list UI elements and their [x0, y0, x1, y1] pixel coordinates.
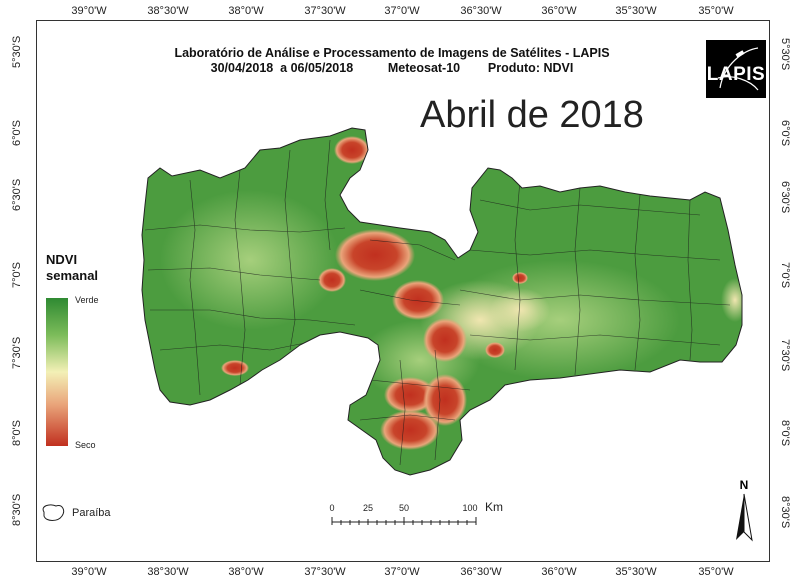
logo-text: LAPIS — [706, 64, 766, 85]
map-title-line2: 30/04/2018 a 06/05/2018 Meteosat-10 Prod… — [210, 61, 574, 75]
lon-tick: 36°0'W — [541, 566, 577, 578]
legend-title-line2: semanal — [46, 268, 99, 283]
scale-bar — [331, 517, 477, 525]
map-title-line1: Laboratório de Análise e Processamento d… — [174, 46, 610, 60]
lon-tick: 38°30'W — [147, 566, 189, 578]
lapis-logo: LAPIS — [706, 40, 766, 98]
lon-tick: 38°0'W — [228, 5, 264, 17]
month-label: Abril de 2018 — [420, 94, 644, 136]
lon-tick: 39°0'W — [71, 5, 107, 17]
lon-tick: 39°0'W — [71, 566, 107, 578]
north-label: N — [739, 478, 749, 492]
lon-tick: 38°0'W — [228, 566, 264, 578]
scale-tick-label: 25 — [362, 503, 374, 513]
legend-high-label: Verde — [75, 295, 99, 305]
inset-label: Paraíba — [72, 507, 111, 519]
north-arrow: N — [733, 478, 755, 549]
lon-tick: 37°0'W — [384, 5, 420, 17]
north-arrow-icon — [736, 493, 753, 542]
paraiba-symbol-icon — [42, 504, 65, 521]
lon-tick: 38°30'W — [147, 5, 189, 17]
lon-tick: 36°30'W — [460, 5, 502, 17]
scale-tick-label: 0 — [329, 503, 335, 513]
ndvi-raster — [142, 128, 742, 475]
lon-tick: 35°0'W — [698, 5, 734, 17]
scale-tick-label: 100 — [462, 503, 478, 513]
scale-tick-label: 50 — [398, 503, 410, 513]
legend-title-line1: NDVI — [46, 252, 78, 267]
lon-tick: 35°30'W — [615, 5, 657, 17]
scale-unit: Km — [485, 500, 503, 514]
lon-tick: 37°30'W — [304, 566, 346, 578]
satellite-icon — [717, 47, 759, 91]
map-title: Laboratório de Análise e Processamento d… — [112, 46, 672, 76]
lon-tick: 36°0'W — [541, 5, 577, 17]
lon-tick: 35°0'W — [698, 566, 734, 578]
legend-color-ramp — [46, 298, 68, 446]
lon-tick: 36°30'W — [460, 566, 502, 578]
municipal-boundaries — [144, 139, 731, 466]
paraiba-outline — [141, 127, 743, 476]
legend-title: NDVI semanal — [46, 252, 98, 284]
lon-tick: 35°30'W — [615, 566, 657, 578]
legend-low-label: Seco — [75, 440, 96, 450]
lon-tick: 37°0'W — [384, 566, 420, 578]
lon-tick: 37°30'W — [304, 5, 346, 17]
